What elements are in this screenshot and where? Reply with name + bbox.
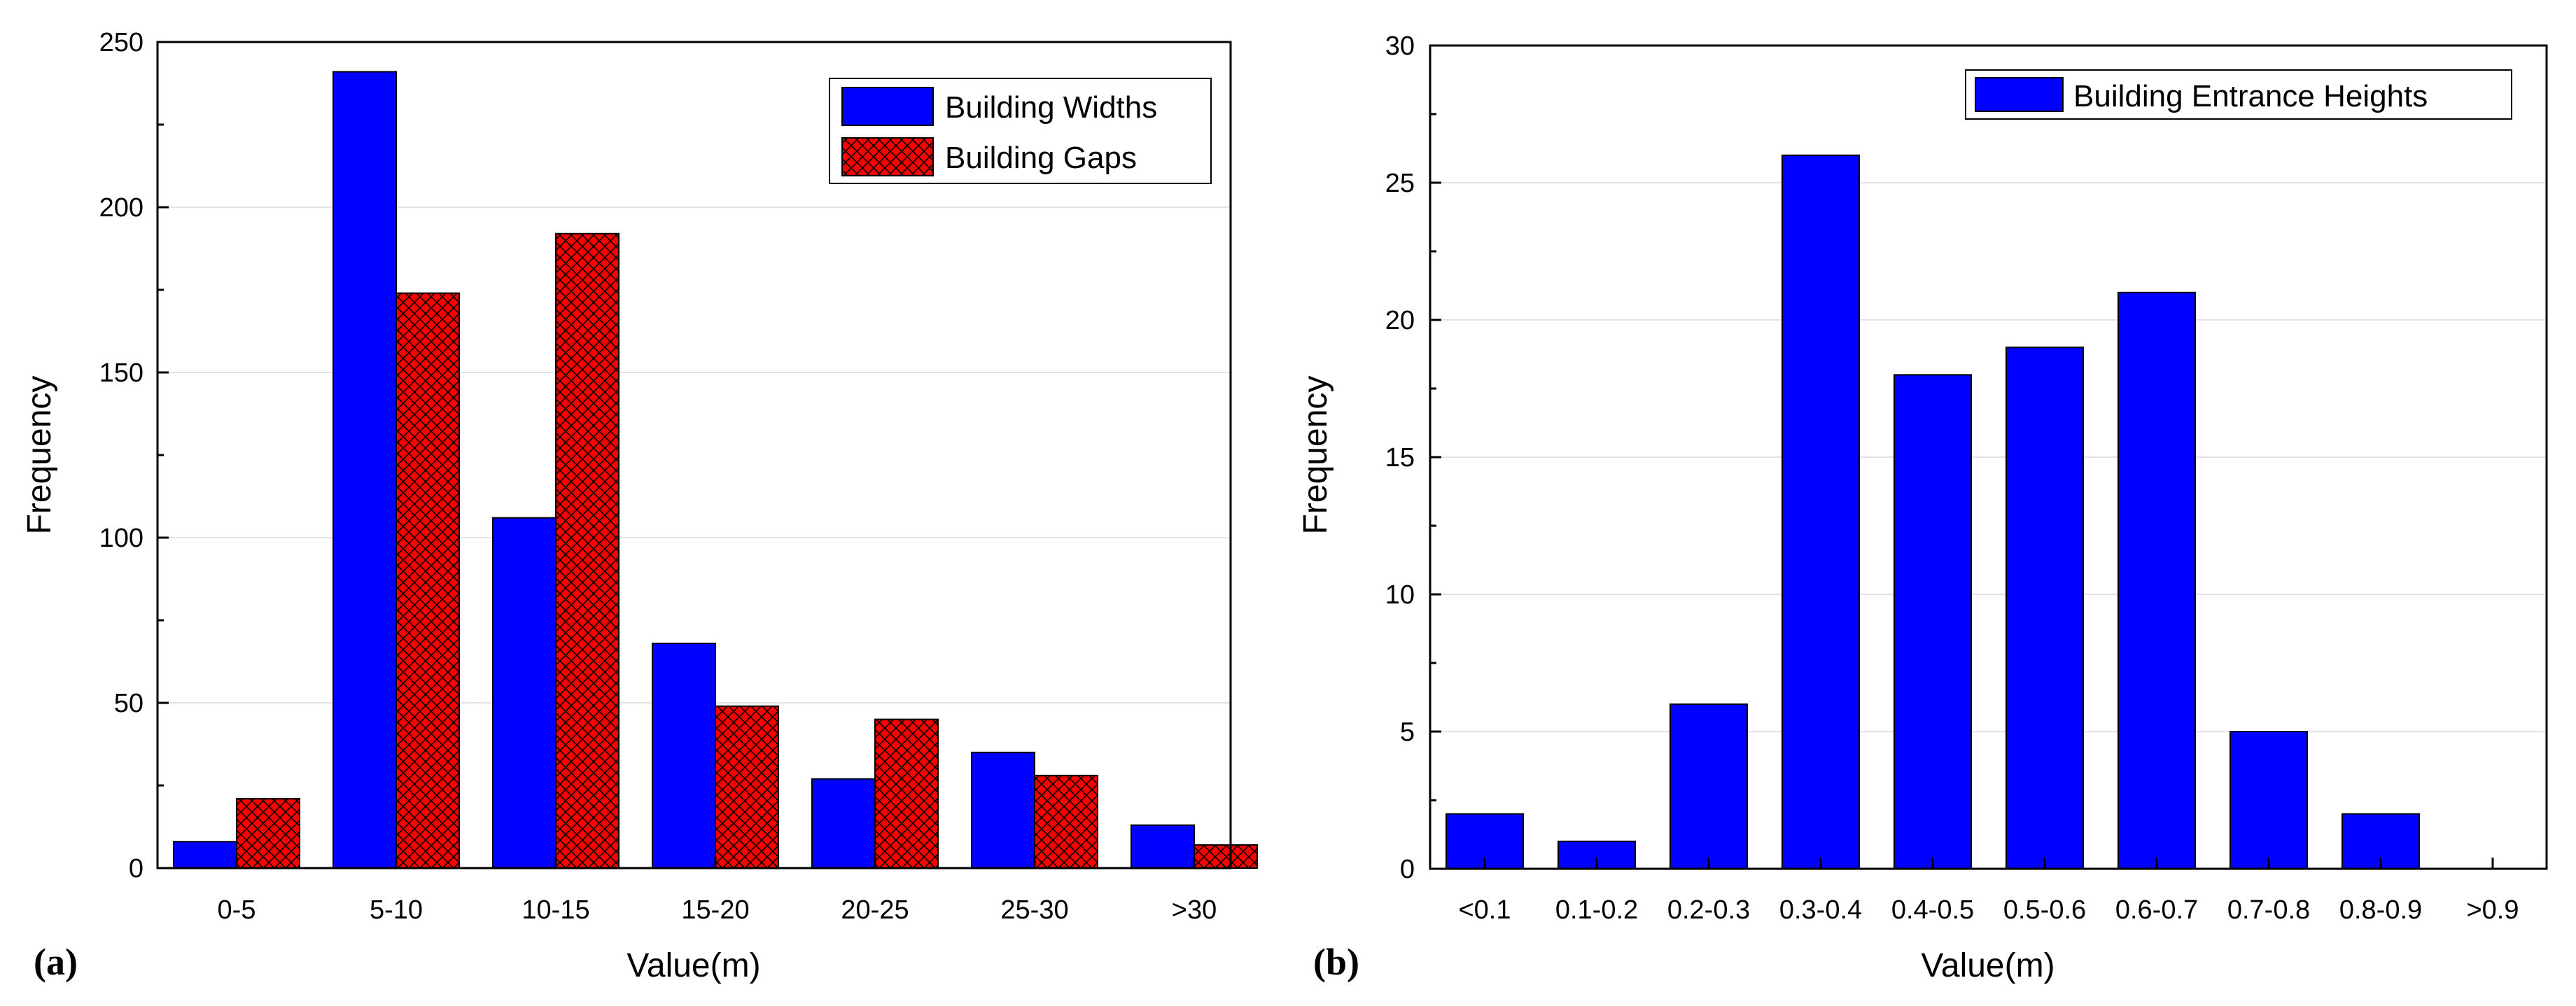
panel-a: 0 50 100 150 200 250 0-5 5-10 10-15 15-2… [21,28,1258,984]
legend-swatch [1975,77,2064,112]
xtick-label: 0.6-0.7 [2115,895,2198,925]
legend-swatch [841,87,934,126]
panel-label: (a) [34,941,78,983]
xtick-label: 0.1-0.2 [1555,895,1638,925]
legend-swatch [841,137,934,176]
xtick-label: 15-20 [681,895,749,925]
legend: Building Entrance Heights [1965,69,2512,120]
bar-building-entrance-heights-3 [1782,154,1860,870]
ticks-a [158,41,1196,869]
xtick-label: 5-10 [370,895,423,925]
bar-building-entrance-heights-6 [2118,291,2196,869]
ytick-label: 100 [99,524,144,553]
xtick-label: 0-5 [218,895,256,925]
bar-building-widths-4 [811,778,876,869]
bar-building-gaps-1 [396,292,460,869]
bar-building-widths-1 [332,71,397,869]
bar-building-gaps-3 [715,705,779,869]
x-axis-title: Value(m) [1921,947,2054,984]
ytick-label: 10 [1385,580,1415,610]
bar-building-widths-2 [492,517,556,869]
bar-building-widths-5 [971,751,1035,869]
ytick-label: 50 [114,689,144,718]
ytick-label: 0 [129,854,144,883]
xtick-label: <0.1 [1458,895,1511,925]
xtick-label: 25-30 [1000,895,1068,925]
ytick-label: 5 [1400,718,1415,747]
bars-b [1446,154,2420,870]
ytick-label: 15 [1385,443,1415,473]
bar-building-widths-6 [1130,824,1195,869]
xtick-label: 20-25 [841,895,909,925]
xtick-label: 0.2-0.3 [1667,895,1750,925]
panel-b: 0 5 10 15 20 25 30 <0.1 0.1-0.2 0.2-0.3 … [1297,32,2548,984]
ytick-label: 250 [99,28,144,57]
y-axis-title: Frequency [21,376,58,535]
ytick-label: 0 [1400,855,1415,884]
bar-building-entrance-heights-4 [1893,374,1972,869]
bar-building-gaps-2 [555,232,620,869]
bar-building-gaps-5 [1034,774,1098,869]
bar-building-entrance-heights-2 [1670,703,1748,869]
y-axis-title: Frequency [1297,376,1334,535]
bar-building-gaps-4 [874,718,939,869]
bar-building-widths-3 [652,643,716,869]
xtick-label: 10-15 [522,895,589,925]
legend-label: Building Entrance Heights [2073,79,2428,113]
ytick-label: 30 [1385,32,1415,61]
bar-building-entrance-heights-7 [2230,731,2308,869]
xtick-label: >30 [1172,895,1217,925]
legend-label: Building Gaps [945,141,1137,175]
bar-building-gaps-6 [1194,844,1258,869]
xtick-label: 0.7-0.8 [2227,895,2310,925]
ytick-label: 25 [1385,169,1415,198]
ticks-b [1430,44,2494,870]
xtick-label: >0.9 [2466,895,2519,925]
x-axis-title: Value(m) [626,947,760,984]
xtick-label: 0.8-0.9 [2339,895,2422,925]
legend-label: Building Widths [945,90,1157,125]
xtick-label: 0.5-0.6 [2003,895,2086,925]
ytick-label: 150 [99,358,144,388]
ytick-label: 200 [99,193,144,223]
legend: Building Widths Building Gaps [829,78,1212,184]
xtick-label: 0.4-0.5 [1891,895,1974,925]
bar-building-entrance-heights-5 [2005,347,2084,869]
bar-building-widths-0 [173,841,237,869]
bars-a [173,71,1258,869]
ytick-label: 20 [1385,306,1415,335]
panel-label: (b) [1313,941,1359,983]
bar-building-gaps-0 [236,797,300,869]
xtick-label: 0.3-0.4 [1779,895,1862,925]
